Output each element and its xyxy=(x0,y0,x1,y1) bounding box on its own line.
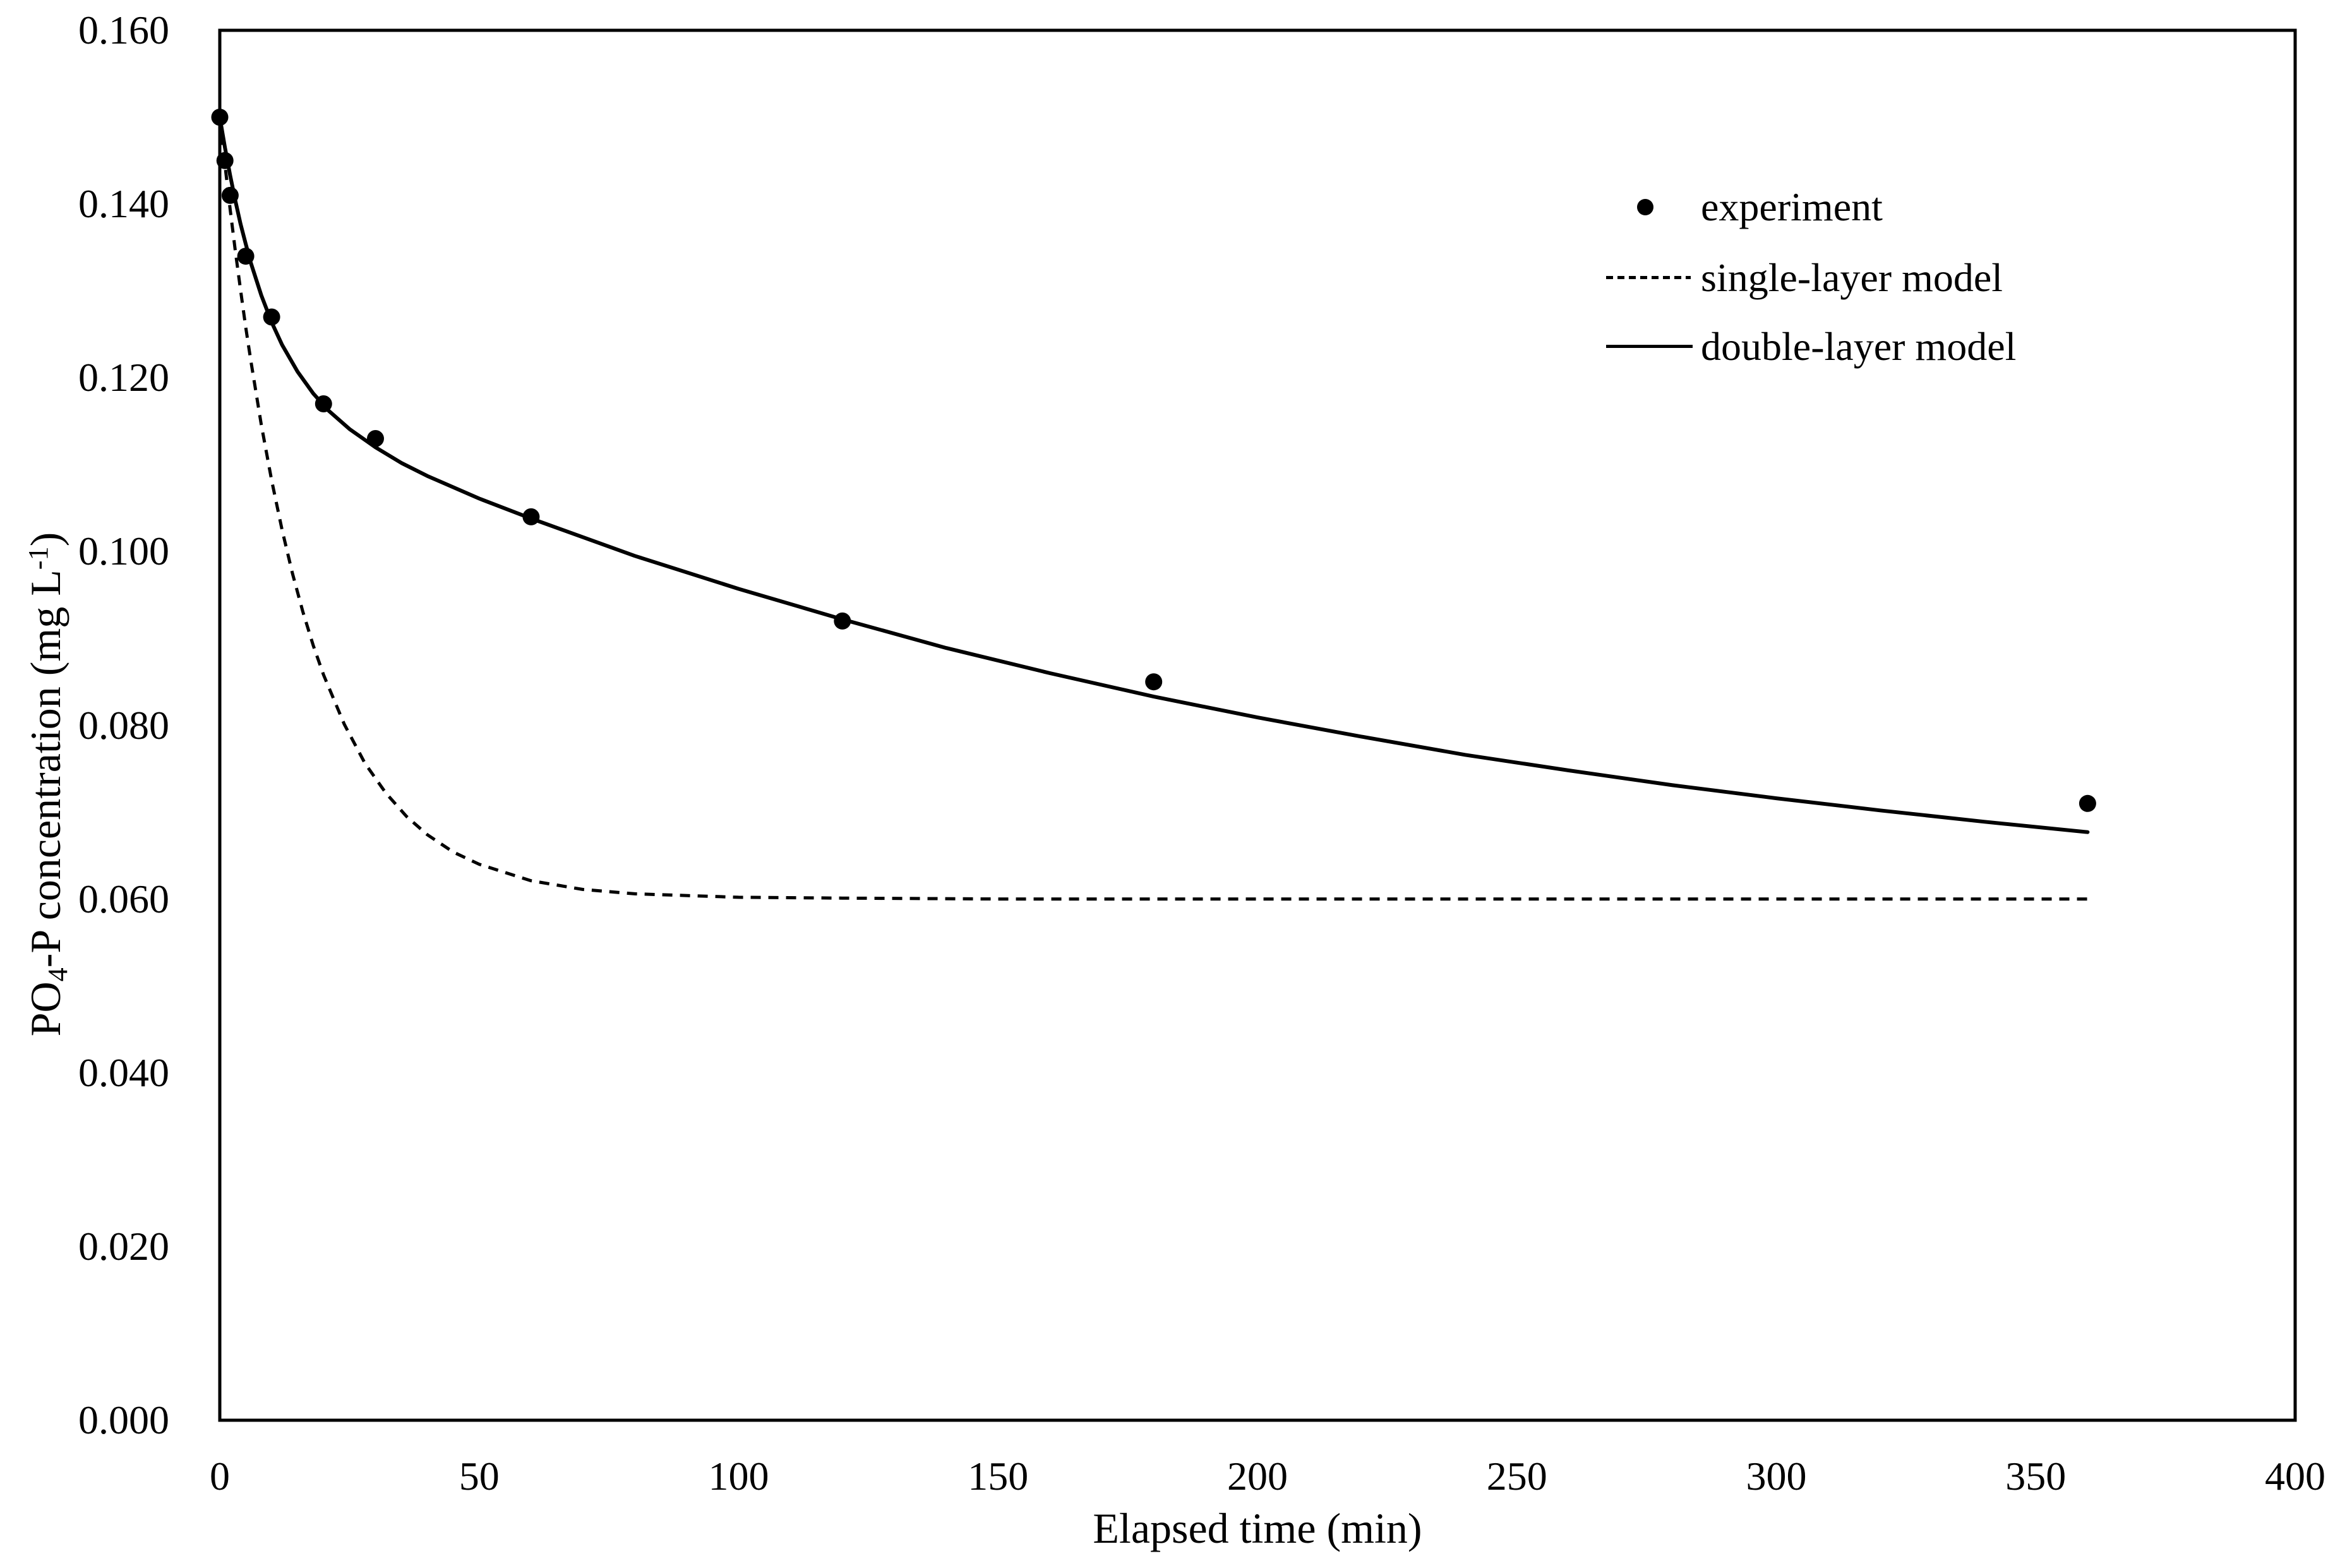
y-axis-title-subscript: 4 xyxy=(42,967,74,982)
experiment-point xyxy=(522,508,540,525)
y-tick-label: 0.160 xyxy=(78,8,169,52)
y-axis-title-text: -P concentration (mg L xyxy=(21,570,69,968)
experiment-point xyxy=(263,308,280,326)
y-tick-label: 0.040 xyxy=(78,1050,169,1095)
legend-item-single-layer-model: single-layer model xyxy=(1701,255,2003,300)
y-axis-title: PO4-P concentration (mg L-1) xyxy=(19,532,74,1037)
experiment-point xyxy=(221,186,239,204)
experiment-point xyxy=(2079,794,2096,812)
y-tick-label: 0.120 xyxy=(78,355,169,400)
x-tick-label: 50 xyxy=(459,1454,500,1499)
y-tick-label: 0.000 xyxy=(78,1397,169,1442)
x-tick-label: 200 xyxy=(1227,1454,1288,1499)
experiment-point xyxy=(211,109,229,126)
experiment-point xyxy=(367,430,384,447)
single-layer-curve xyxy=(218,117,2088,901)
x-tick-label: 150 xyxy=(968,1454,1029,1499)
x-tick-label: 0 xyxy=(210,1454,230,1499)
legend-dashed-line-icon xyxy=(1606,276,1691,279)
x-tick-label: 400 xyxy=(2265,1454,2325,1499)
y-axis-title-superscript: -1 xyxy=(23,546,54,570)
experiment-point xyxy=(834,612,851,630)
y-tick-label: 0.020 xyxy=(78,1223,169,1269)
legend-item-double-layer-model: double-layer model xyxy=(1701,324,2017,369)
y-axis-title-text: PO xyxy=(21,981,69,1037)
y-axis-title-text: ) xyxy=(21,532,69,547)
x-tick-label: 100 xyxy=(708,1454,769,1499)
legend-item-experiment: experiment xyxy=(1701,184,1883,229)
experiment-point xyxy=(1145,673,1163,691)
x-axis-title: Elapsed time (min) xyxy=(1093,1504,1422,1552)
x-tick-label: 350 xyxy=(2005,1454,2067,1499)
x-tick-label: 250 xyxy=(1486,1454,1547,1499)
experiment-point xyxy=(315,395,332,412)
y-tick-label: 0.100 xyxy=(78,529,169,574)
y-tick-label: 0.080 xyxy=(78,702,169,748)
plot-frame xyxy=(218,28,2297,1422)
y-tick-label: 0.140 xyxy=(78,181,169,227)
legend-solid-line-icon xyxy=(1606,345,1693,348)
x-tick-label: 300 xyxy=(1746,1454,1807,1499)
experiment-point xyxy=(216,152,234,169)
experiment-point xyxy=(237,248,255,265)
legend-experiment-dot-icon xyxy=(1637,199,1653,215)
y-tick-label: 0.060 xyxy=(78,876,169,921)
